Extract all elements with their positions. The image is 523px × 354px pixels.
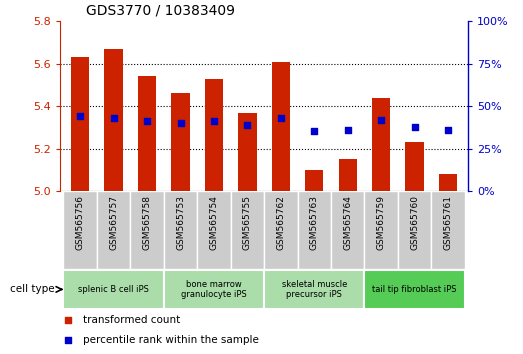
Text: transformed count: transformed count [83,315,180,325]
Text: GSM565761: GSM565761 [444,195,452,250]
Text: GSM565759: GSM565759 [377,195,385,250]
Text: percentile rank within the sample: percentile rank within the sample [83,335,258,345]
Text: GSM565756: GSM565756 [76,195,85,250]
Bar [372,98,390,191]
Bar [97,191,130,269]
Bar [264,270,365,309]
Bar [305,170,323,191]
Bar [63,270,164,309]
Text: GSM565754: GSM565754 [209,195,219,250]
Text: GSM565757: GSM565757 [109,195,118,250]
Point [344,127,352,132]
Point [76,113,84,119]
Point [64,337,73,343]
Point [310,128,319,133]
Text: GSM565755: GSM565755 [243,195,252,250]
Bar [71,57,89,191]
Point [143,118,151,124]
Bar [338,159,357,191]
Bar [138,76,156,191]
Bar [231,191,264,269]
Bar [63,191,97,269]
Bar [264,191,298,269]
Point [277,115,285,121]
Point [64,317,73,323]
Text: GSM565763: GSM565763 [310,195,319,250]
Bar [105,49,123,191]
Text: GSM565760: GSM565760 [410,195,419,250]
Text: GSM565753: GSM565753 [176,195,185,250]
Bar [130,191,164,269]
Bar [164,270,264,309]
Point [444,127,452,132]
Bar [164,191,197,269]
Bar [197,191,231,269]
Bar [365,191,398,269]
Text: skeletal muscle
precursor iPS: skeletal muscle precursor iPS [281,280,347,299]
Bar [298,191,331,269]
Text: GDS3770 / 10383409: GDS3770 / 10383409 [86,4,235,18]
Bar [271,62,290,191]
Bar [172,93,190,191]
Bar [405,142,424,191]
Text: GSM565762: GSM565762 [276,195,286,250]
Point [411,125,419,130]
Point [377,117,385,123]
Text: cell type: cell type [10,284,55,295]
Bar [365,270,465,309]
Text: GSM565764: GSM565764 [343,195,352,250]
Bar [205,79,223,191]
Bar [238,113,257,191]
Text: splenic B cell iPS: splenic B cell iPS [78,285,149,294]
Point [210,118,218,124]
Text: tail tip fibroblast iPS: tail tip fibroblast iPS [372,285,457,294]
Text: bone marrow
granulocyte iPS: bone marrow granulocyte iPS [181,280,247,299]
Point [109,115,118,121]
Point [243,122,252,128]
Bar [439,174,457,191]
Bar [398,191,431,269]
Bar [331,191,365,269]
Bar [431,191,465,269]
Text: GSM565758: GSM565758 [143,195,152,250]
Point [176,120,185,126]
